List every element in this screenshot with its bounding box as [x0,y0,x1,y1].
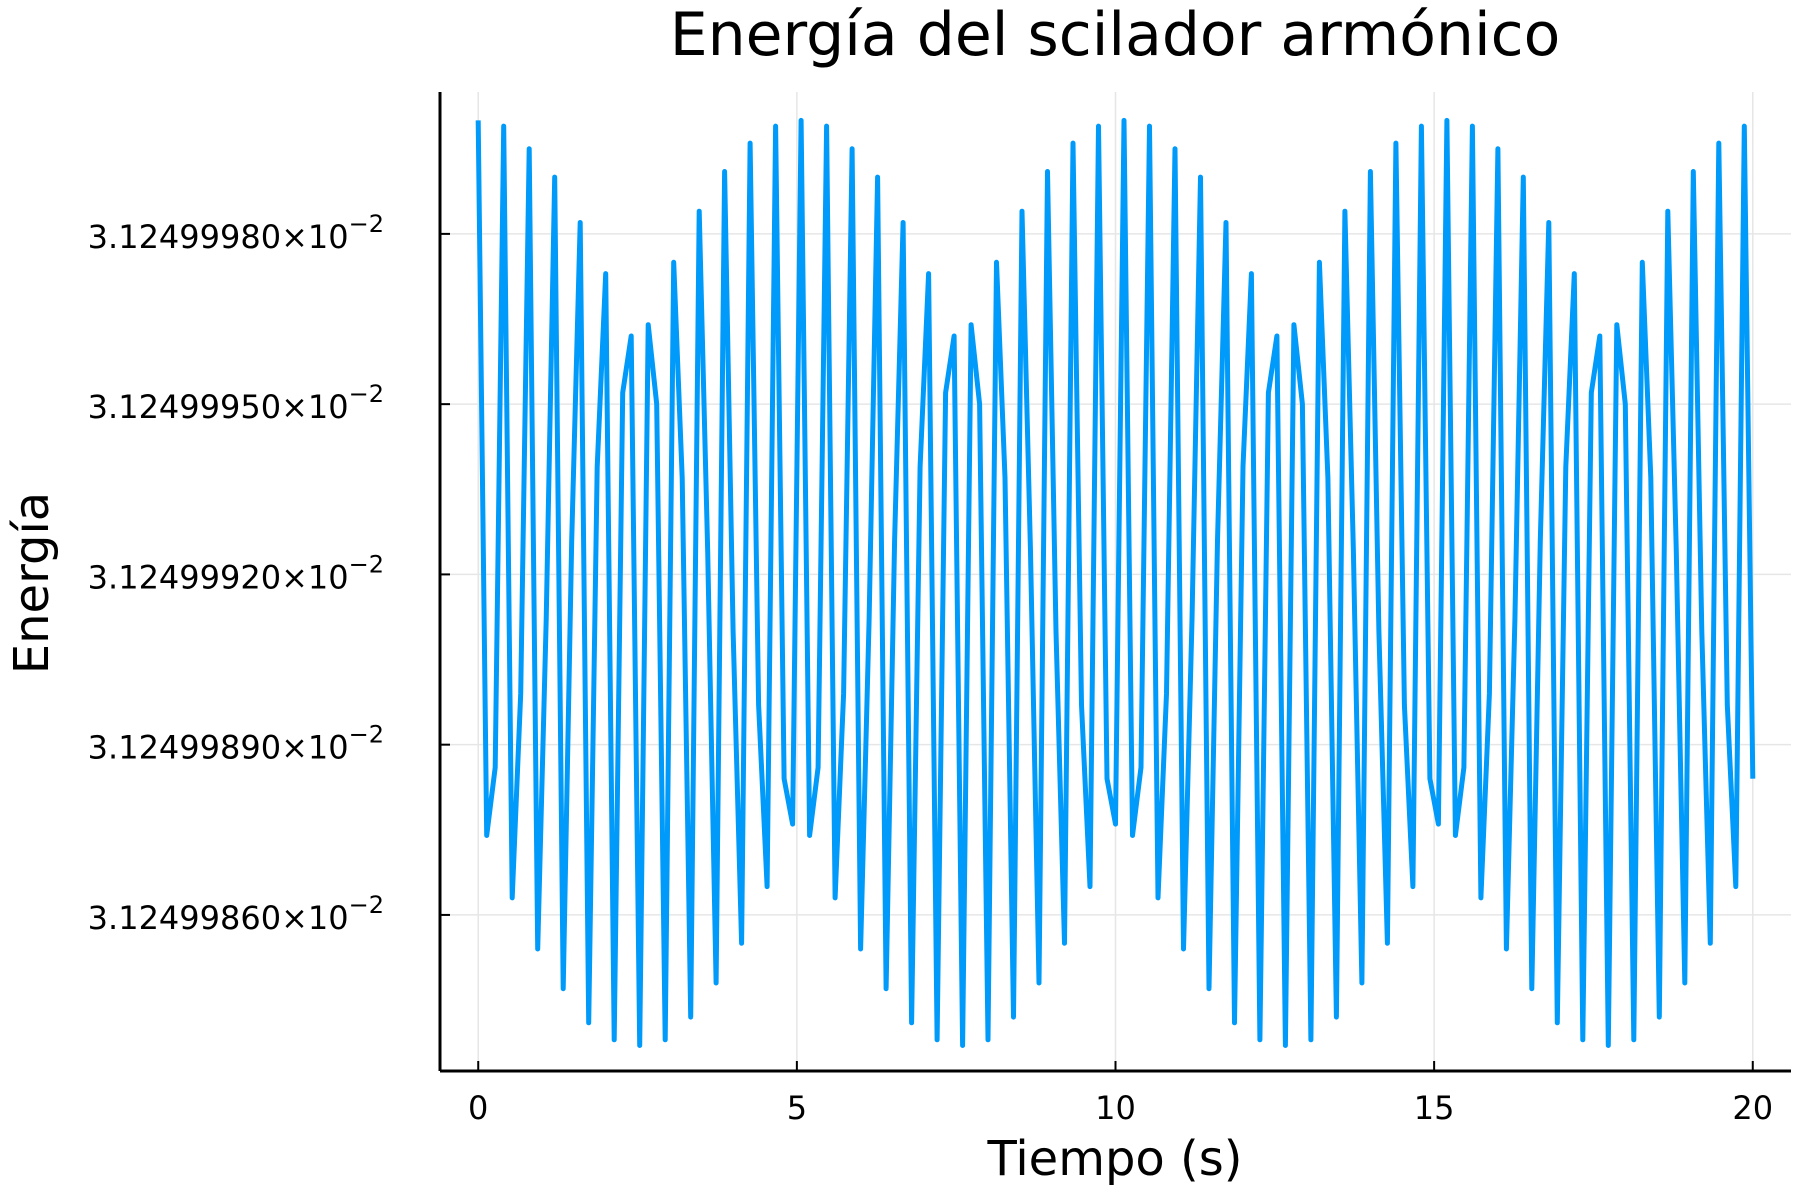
x-tick-label: 20 [1732,1089,1773,1127]
y-tick-label: 3.12499890×10−2 [88,721,384,767]
x-ticks: 0 5 10 15 20 [468,1061,1773,1127]
x-tick-label: 0 [468,1089,488,1127]
series-line-energia [475,117,1756,1048]
series-layer [475,117,1756,1048]
x-tick-label: 10 [1095,1089,1136,1127]
chart-title: Energía del scilador armónico [670,0,1561,70]
y-tick-label: 3.12499920×10−2 [88,550,384,596]
x-axis-label: Tiempo (s) [986,1131,1242,1187]
x-tick-label: 15 [1414,1089,1455,1127]
x-tick-label: 5 [787,1089,807,1127]
y-tick-label: 3.12499860×10−2 [88,891,384,937]
y-axis-label: Energía [4,492,60,674]
y-tick-label: 3.12499980×10−2 [88,210,384,256]
y-tick-label: 3.12499950×10−2 [88,380,384,426]
y-ticks: 3.12499980×10−2 3.12499950×10−2 3.12499920… [88,210,450,937]
